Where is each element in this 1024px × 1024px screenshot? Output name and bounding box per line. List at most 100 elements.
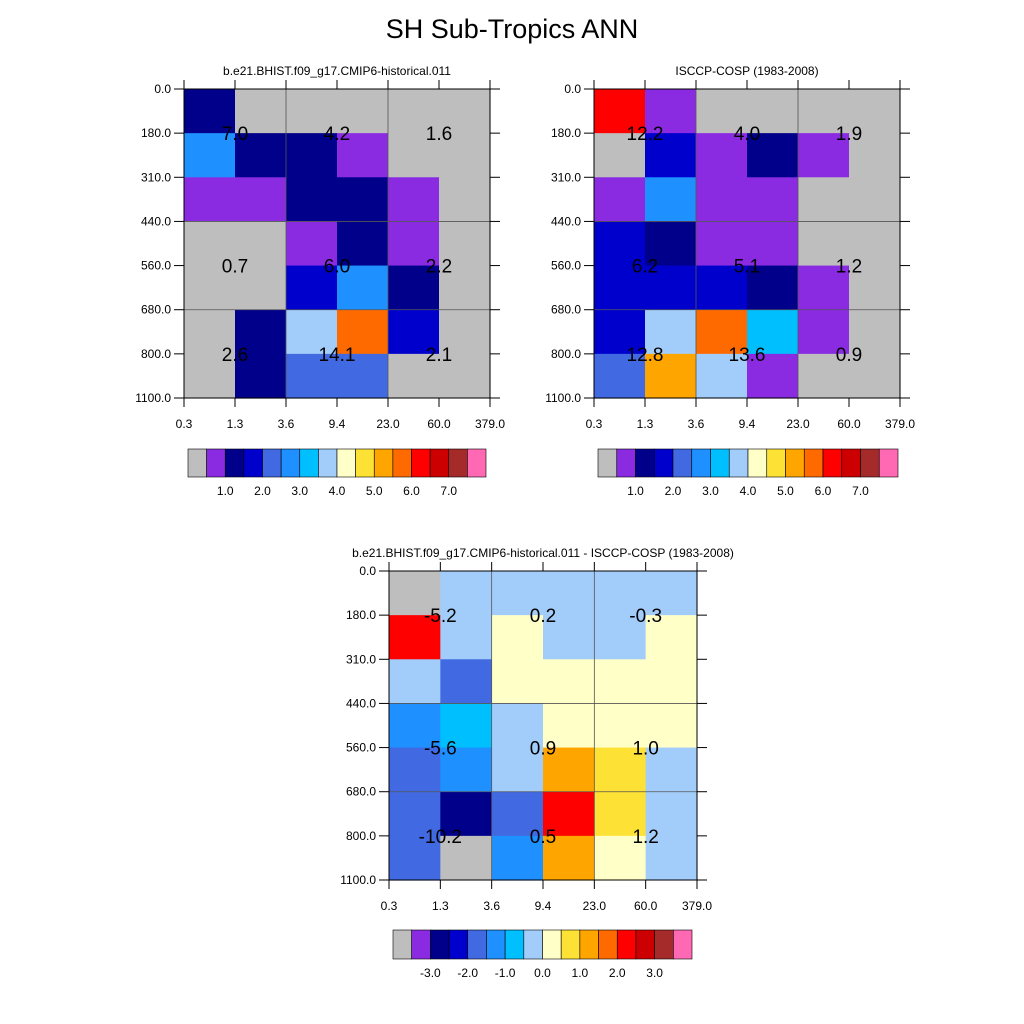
x-tick-label: 0.3 [381, 899, 398, 913]
y-tick-label: 800.0 [346, 829, 376, 843]
heatmap-cell [388, 309, 440, 355]
colorbar-swatch [392, 929, 412, 960]
heatmap-cell [594, 89, 646, 134]
heatmap-cell [235, 265, 287, 311]
colorbar-swatch [747, 448, 768, 478]
heatmap-cell [696, 89, 748, 134]
cell-value-label: 12.8 [627, 345, 664, 366]
heatmap-panel-1: b.e21.BHIST.f09_g17.CMIP6-historical.011… [135, 64, 505, 498]
colorbar-swatch [523, 929, 543, 960]
heatmap-cell [388, 353, 440, 399]
colorbar-label: 6.0 [815, 484, 832, 498]
heatmap-cell [645, 835, 698, 881]
heatmap-cell [337, 177, 389, 223]
x-tick-label: 9.4 [535, 899, 552, 913]
heatmap-cell [388, 133, 440, 178]
cell-value-label: 14.1 [319, 345, 356, 366]
x-tick-label: 3.6 [688, 417, 705, 431]
heatmap-cell [389, 615, 441, 660]
x-tick-label: 23.0 [376, 417, 400, 431]
heatmap-cell [696, 265, 748, 311]
colorbar-swatch [411, 929, 431, 960]
colorbar: 1.0 2.0 3.0 4.0 5.0 6.0 7.0 [597, 448, 899, 498]
colorbar-swatch [411, 448, 431, 478]
x-tick-label: 3.6 [483, 899, 500, 913]
cell-value-label: 6.0 [324, 257, 350, 278]
heatmap-cell [747, 309, 799, 355]
heatmap-cell [491, 835, 544, 881]
heatmap-cell [645, 615, 698, 660]
heatmap-cell [798, 309, 850, 355]
cell-value-label: 6.2 [632, 257, 658, 278]
x-tick-label: 1.3 [227, 417, 244, 431]
heatmap-cell [389, 747, 441, 793]
colorbar-swatch [635, 448, 655, 478]
cell-value-label: 0.7 [222, 257, 248, 278]
colorbar-swatch [822, 448, 843, 478]
heatmap-cell [543, 835, 595, 881]
heatmap-cell [440, 747, 493, 793]
heatmap-cell [849, 221, 901, 267]
colorbar-swatch [635, 929, 655, 960]
y-tick-label: 310.0 [551, 170, 581, 184]
heatmap-cell [439, 309, 491, 355]
colorbar-swatch [336, 448, 356, 478]
panel-title: ISCCP-COSP (1983-2008) [675, 64, 818, 78]
heatmap-cell [543, 791, 595, 837]
colorbar-label: 7.0 [852, 484, 869, 498]
colorbar-label: 5.0 [777, 484, 794, 498]
y-tick-label: 560.0 [141, 259, 171, 273]
cell-value-label: 2.1 [426, 345, 452, 366]
y-tick-label: 560.0 [346, 741, 376, 755]
heatmap-cell [388, 177, 440, 223]
colorbar-swatch [448, 929, 469, 960]
heatmap-cell [440, 703, 493, 749]
colorbar-swatch [318, 448, 338, 478]
colorbar-swatch [373, 448, 394, 478]
heatmap-cell [286, 177, 338, 223]
heatmap-cell [594, 703, 647, 749]
cell-value-label: 1.2 [632, 827, 658, 848]
colorbar-swatch [598, 929, 618, 960]
heatmap-cell [184, 177, 236, 223]
heatmap-cell [645, 309, 697, 355]
heatmap-cell [543, 703, 595, 749]
y-tick-label: 440.0 [551, 214, 581, 228]
colorbar-swatch [841, 448, 861, 478]
y-tick-label: 1100.0 [135, 391, 171, 405]
heatmap-cell [491, 703, 544, 749]
heatmap-cell [849, 309, 901, 355]
heatmap-cell [594, 265, 646, 311]
heatmap-cell [286, 353, 338, 399]
heatmap-cell [184, 89, 236, 134]
x-tick-label: 9.4 [739, 417, 756, 431]
cell-value-label: 1.9 [836, 124, 862, 145]
heatmap-cell [440, 615, 493, 660]
heatmap-cell [235, 177, 287, 223]
cell-value-label: 1.2 [836, 257, 862, 278]
colorbar-swatch [355, 448, 375, 478]
heatmap-cell [849, 177, 901, 223]
colorbar-label: 3.0 [646, 966, 663, 980]
heatmap-cell [235, 353, 287, 399]
heatmap-cell [491, 571, 544, 616]
heatmap-cell [594, 177, 646, 223]
x-tick-label: 23.0 [786, 417, 810, 431]
colorbar-swatch [579, 929, 599, 960]
heatmap-cell [389, 571, 441, 616]
heatmap-cell [286, 265, 338, 311]
x-tick-label: 0.3 [586, 417, 603, 431]
heatmap-cell [440, 791, 493, 837]
x-tick-label: 0.3 [176, 417, 193, 431]
y-tick-label: 680.0 [346, 785, 376, 799]
heatmap-cell [594, 133, 646, 178]
colorbar-swatch [280, 448, 301, 478]
colorbar-label: 1.0 [217, 484, 234, 498]
heatmap-cell [388, 221, 440, 267]
colorbar-label: 0.0 [534, 966, 551, 980]
heatmap-cell [645, 177, 697, 223]
heatmap-cell [798, 177, 850, 223]
heatmap-panel-2: ISCCP-COSP (1983-2008) 0.3 1.3 3.6 9.4 23.0 60… [545, 64, 915, 498]
cell-value-label: -10.2 [419, 827, 462, 848]
heatmap-panel-3: b.e21.BHIST.f09_g17.CMIP6-historical.011… [340, 546, 734, 980]
